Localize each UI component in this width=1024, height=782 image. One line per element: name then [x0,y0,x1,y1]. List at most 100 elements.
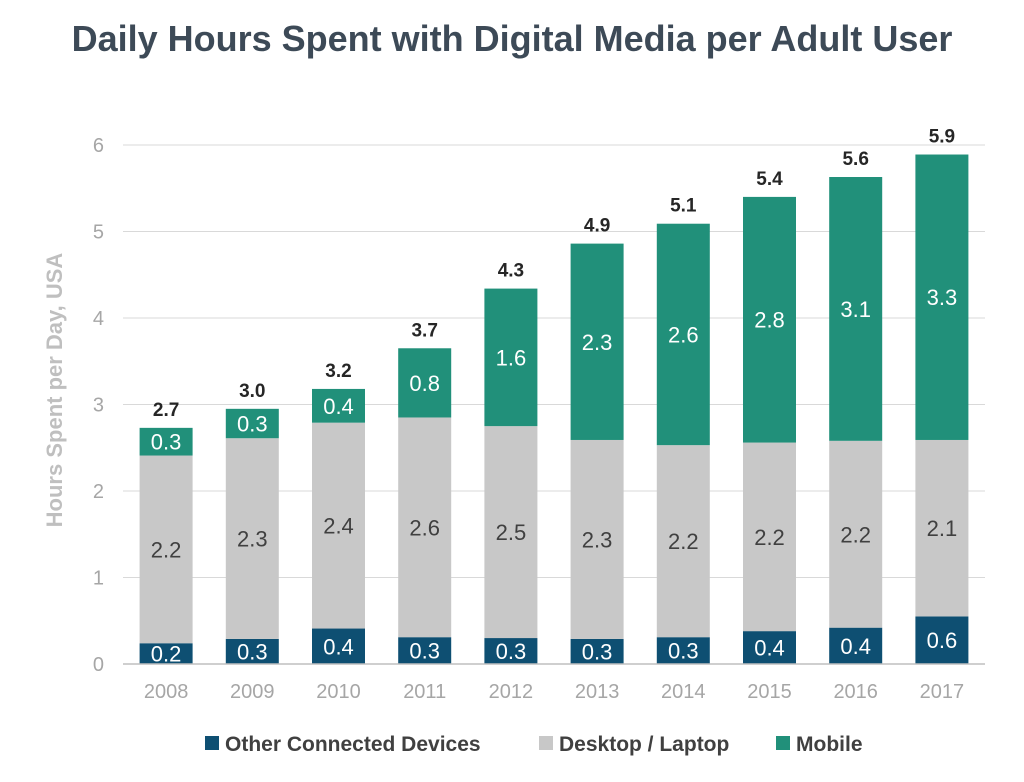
data-label: 2.3 [237,527,268,552]
bar-segment [398,348,452,418]
bars: 0.2 2.2 0.3 2.7 0.3 2.3 0.3 3.0 0.4 2.4 0.4 3.2 0.3 2… [139,127,969,667]
legend-item: Mobile [776,733,863,756]
data-label: 1.6 [496,345,527,370]
x-tick-label: 2010 [316,681,361,703]
x-tick-label: 2008 [144,681,189,703]
chart-title: Daily Hours Spent with Digital Media per… [71,18,953,59]
bar-segment [312,628,365,664]
data-label: 3.1 [840,297,871,322]
bar-segment [139,643,193,664]
x-tick-label: 2011 [403,681,446,703]
x-tick-label: 2016 [833,681,878,703]
data-label: 0.2 [151,642,182,667]
bar-segment [656,637,710,664]
bar-segment [656,223,710,446]
bar-segment [398,637,452,664]
legend-swatch [205,736,219,750]
total-label: 5.6 [842,149,868,170]
total-label: 4.9 [584,216,610,237]
y-tick-label: 5 [93,222,104,244]
data-label: 0.4 [323,394,354,419]
bar-segment [484,426,538,639]
bar-segment [484,638,538,664]
x-axis-ticks: 2008 2009 2010 2011 2012 2013 2014 2015 2016 2017 [144,681,964,703]
y-tick-label: 3 [93,395,104,417]
total-label: 3.2 [325,361,351,382]
bar-segment [139,455,193,644]
legend-label: Desktop / Laptop [559,733,729,756]
data-label: 0.3 [409,639,440,664]
bar-segment [829,177,883,441]
bar-segment [656,445,710,638]
bar-segment [570,638,624,664]
bar-segment [829,627,883,664]
y-tick-label: 1 [93,568,104,590]
data-label: 2.4 [323,514,354,539]
x-tick-label: 2014 [661,681,706,703]
data-label: 0.3 [237,412,268,437]
bar-segment [915,439,969,617]
data-label: 0.6 [927,628,958,653]
bar-segment [484,288,538,427]
y-tick-label: 0 [93,654,104,676]
total-label: 5.9 [929,127,955,148]
total-label: 3.0 [239,381,265,402]
total-label: 4.3 [498,261,524,282]
bar-segment [225,408,279,439]
y-axis-ticks: 0 1 2 3 4 5 6 [93,135,104,676]
x-tick-label: 2012 [489,681,534,703]
total-label: 3.7 [411,320,437,341]
y-axis-title: Hours Spent per Day, USA [42,253,67,528]
data-label: 2.8 [754,308,785,333]
data-label: 0.3 [496,639,527,664]
legend-item: Desktop / Laptop [539,733,729,756]
bar-segment [312,388,365,423]
data-label: 2.2 [754,525,785,550]
x-tick-label: 2017 [920,681,965,703]
bar-segment [743,442,796,632]
data-label: 2.3 [582,330,613,355]
data-label: 2.3 [582,527,613,552]
bar-segment [743,196,796,443]
x-tick-label: 2013 [575,681,620,703]
legend-label: Other Connected Devices [225,733,481,756]
data-label: 2.2 [151,537,182,562]
bar-segment [398,417,452,638]
legend-item: Other Connected Devices [205,733,481,756]
data-label: 0.4 [323,634,354,659]
data-label: 0.4 [840,634,871,659]
legend: Other Connected Devices Desktop / Laptop M… [205,733,863,756]
x-tick-label: 2009 [230,681,275,703]
bar-segment [312,422,365,629]
data-label: 0.3 [237,639,268,664]
data-label: 2.6 [409,515,440,540]
legend-swatch [776,736,790,750]
data-label: 2.2 [668,529,699,554]
bar-segment [225,438,279,639]
bar-segment [743,631,796,664]
data-label: 0.3 [151,430,182,455]
total-label: 5.4 [756,169,783,190]
total-label: 5.1 [670,196,697,217]
data-label: 3.3 [927,285,958,310]
data-label: 2.5 [496,520,527,545]
data-label: 2.2 [840,522,871,547]
data-label: 0.3 [582,639,613,664]
y-tick-label: 6 [93,135,104,157]
bar-segment [915,616,969,664]
y-tick-label: 2 [93,481,104,503]
data-label: 2.6 [668,322,699,347]
bar-segment [139,427,193,456]
x-tick-label: 2015 [747,681,792,703]
data-label: 0.8 [409,371,440,396]
data-label: 0.4 [754,636,785,661]
bar-segment [915,154,969,440]
total-label: 2.7 [153,400,179,421]
y-tick-label: 4 [93,308,104,330]
data-label: 0.3 [668,639,699,664]
bar-segment [570,439,624,639]
legend-swatch [539,736,553,750]
bar-segment [829,440,883,628]
legend-label: Mobile [796,733,863,756]
